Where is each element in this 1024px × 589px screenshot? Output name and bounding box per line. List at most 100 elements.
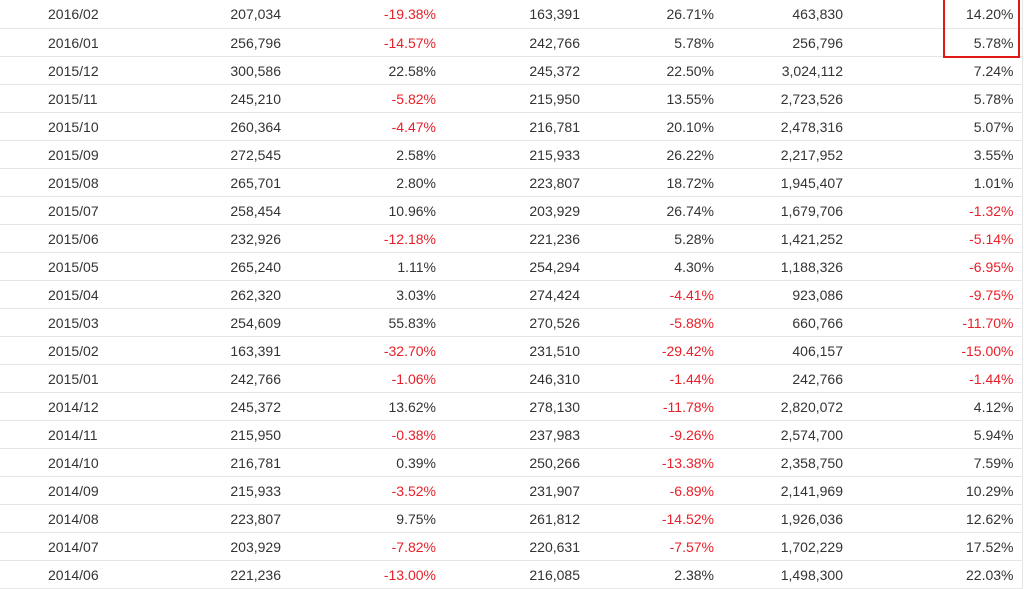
cell-cumulative: 2,820,072 bbox=[725, 392, 870, 421]
table-row: 2015/07 258,454 10.96% 203,929 26.74% 1,679,7… bbox=[0, 196, 1023, 225]
cell-cumulative-change: 22.03% bbox=[870, 560, 1023, 589]
cell-yoy-change: -6.89% bbox=[580, 476, 725, 505]
cell-month: 2015/02 bbox=[0, 336, 130, 365]
cell-cumulative-change: -15.00% bbox=[870, 336, 1023, 365]
cell-month: 2014/06 bbox=[0, 560, 130, 589]
cell-yoy-change: 5.28% bbox=[580, 224, 725, 253]
cell-prev-volume: 216,085 bbox=[447, 560, 580, 589]
cell-month: 2015/11 bbox=[0, 84, 130, 113]
cell-volume: 203,929 bbox=[130, 532, 290, 561]
cell-yoy-change: -14.52% bbox=[580, 504, 725, 533]
cell-prev-volume: 274,424 bbox=[447, 280, 580, 309]
cell-volume: 265,240 bbox=[130, 252, 290, 281]
cell-cumulative-change: 7.59% bbox=[870, 448, 1023, 477]
cell-cumulative: 406,157 bbox=[725, 336, 870, 365]
cell-cumulative: 242,766 bbox=[725, 364, 870, 393]
cell-cumulative: 2,723,526 bbox=[725, 84, 870, 113]
cell-volume-change: -4.47% bbox=[290, 112, 447, 141]
cell-month: 2014/07 bbox=[0, 532, 130, 561]
cell-month: 2014/10 bbox=[0, 448, 130, 477]
cell-cumulative-change: 7.24% bbox=[870, 56, 1023, 85]
cell-volume: 216,781 bbox=[130, 448, 290, 477]
cell-cumulative: 1,926,036 bbox=[725, 504, 870, 533]
cell-prev-volume: 216,781 bbox=[447, 112, 580, 141]
cell-yoy-change: -4.41% bbox=[580, 280, 725, 309]
cell-cumulative: 256,796 bbox=[725, 28, 870, 57]
cell-prev-volume: 203,929 bbox=[447, 196, 580, 225]
cell-yoy-change: 20.10% bbox=[580, 112, 725, 141]
cell-volume: 245,372 bbox=[130, 392, 290, 421]
cell-volume: 223,807 bbox=[130, 504, 290, 533]
cell-volume: 215,933 bbox=[130, 476, 290, 505]
cell-volume: 258,454 bbox=[130, 196, 290, 225]
cell-cumulative: 2,478,316 bbox=[725, 112, 870, 141]
cell-volume: 256,796 bbox=[130, 28, 290, 57]
cell-volume-change: -19.38% bbox=[290, 0, 447, 29]
table-row: 2015/02 163,391 -32.70% 231,510 -29.42% 406,1… bbox=[0, 336, 1023, 365]
cell-prev-volume: 270,526 bbox=[447, 308, 580, 337]
cell-volume-change: 9.75% bbox=[290, 504, 447, 533]
cell-prev-volume: 250,266 bbox=[447, 448, 580, 477]
cell-cumulative: 2,217,952 bbox=[725, 140, 870, 169]
cell-volume: 242,766 bbox=[130, 364, 290, 393]
cell-cumulative-change: 17.52% bbox=[870, 532, 1023, 561]
cell-volume-change: 13.62% bbox=[290, 392, 447, 421]
cell-cumulative-change: 10.29% bbox=[870, 476, 1023, 505]
cell-cumulative-change: -6.95% bbox=[870, 252, 1023, 281]
table-row: 2014/09 215,933 -3.52% 231,907 -6.89% 2,141,9… bbox=[0, 476, 1023, 505]
cell-cumulative: 3,024,112 bbox=[725, 56, 870, 85]
cell-yoy-change: 22.50% bbox=[580, 56, 725, 85]
cell-prev-volume: 215,933 bbox=[447, 140, 580, 169]
cell-cumulative-change: 4.12% bbox=[870, 392, 1023, 421]
cell-cumulative-change: 5.78% bbox=[870, 84, 1023, 113]
cell-cumulative: 1,498,300 bbox=[725, 560, 870, 589]
cell-volume: 207,034 bbox=[130, 0, 290, 29]
cell-prev-volume: 231,510 bbox=[447, 336, 580, 365]
cell-cumulative: 1,188,326 bbox=[725, 252, 870, 281]
cell-volume: 262,320 bbox=[130, 280, 290, 309]
cell-yoy-change: 2.38% bbox=[580, 560, 725, 589]
cell-prev-volume: 221,236 bbox=[447, 224, 580, 253]
cell-volume: 221,236 bbox=[130, 560, 290, 589]
table-row: 2015/04 262,320 3.03% 274,424 -4.41% 923,086-… bbox=[0, 280, 1023, 309]
cell-cumulative-change: 5.78% bbox=[870, 28, 1023, 57]
cell-prev-volume: 220,631 bbox=[447, 532, 580, 561]
cell-cumulative: 1,421,252 bbox=[725, 224, 870, 253]
cell-cumulative: 1,679,706 bbox=[725, 196, 870, 225]
cell-prev-volume: 215,950 bbox=[447, 84, 580, 113]
cell-month: 2015/10 bbox=[0, 112, 130, 141]
cell-yoy-change: -11.78% bbox=[580, 392, 725, 421]
table-row: 2014/07 203,929 -7.82% 220,631 -7.57% 1,702,2… bbox=[0, 532, 1023, 561]
cell-volume: 260,364 bbox=[130, 112, 290, 141]
cell-cumulative: 660,766 bbox=[725, 308, 870, 337]
cell-month: 2015/06 bbox=[0, 224, 130, 253]
cell-prev-volume: 278,130 bbox=[447, 392, 580, 421]
cell-yoy-change: 26.22% bbox=[580, 140, 725, 169]
cell-volume-change: 22.58% bbox=[290, 56, 447, 85]
cell-prev-volume: 245,372 bbox=[447, 56, 580, 85]
table-row: 2015/01 242,766 -1.06% 246,310 -1.44% 242,766… bbox=[0, 364, 1023, 393]
cell-volume-change: -5.82% bbox=[290, 84, 447, 113]
cell-volume-change: 0.39% bbox=[290, 448, 447, 477]
cell-prev-volume: 254,294 bbox=[447, 252, 580, 281]
cell-cumulative: 2,141,969 bbox=[725, 476, 870, 505]
cell-prev-volume: 261,812 bbox=[447, 504, 580, 533]
cell-volume-change: -7.82% bbox=[290, 532, 447, 561]
cell-volume-change: 55.83% bbox=[290, 308, 447, 337]
cell-volume-change: -12.18% bbox=[290, 224, 447, 253]
cell-cumulative: 463,830 bbox=[725, 0, 870, 29]
cell-prev-volume: 242,766 bbox=[447, 28, 580, 57]
table-row: 2015/05 265,240 1.11% 254,294 4.30% 1,188,326… bbox=[0, 252, 1023, 281]
cell-volume-change: 10.96% bbox=[290, 196, 447, 225]
cell-cumulative-change: 5.94% bbox=[870, 420, 1023, 449]
table-row: 2014/10 216,781 0.39% 250,266 -13.38% 2,358,7… bbox=[0, 448, 1023, 477]
cell-month: 2014/08 bbox=[0, 504, 130, 533]
cell-yoy-change: -13.38% bbox=[580, 448, 725, 477]
cell-volume: 272,545 bbox=[130, 140, 290, 169]
cell-prev-volume: 231,907 bbox=[447, 476, 580, 505]
cell-cumulative-change: -9.75% bbox=[870, 280, 1023, 309]
cell-prev-volume: 163,391 bbox=[447, 0, 580, 29]
cell-month: 2016/01 bbox=[0, 28, 130, 57]
cell-prev-volume: 223,807 bbox=[447, 168, 580, 197]
